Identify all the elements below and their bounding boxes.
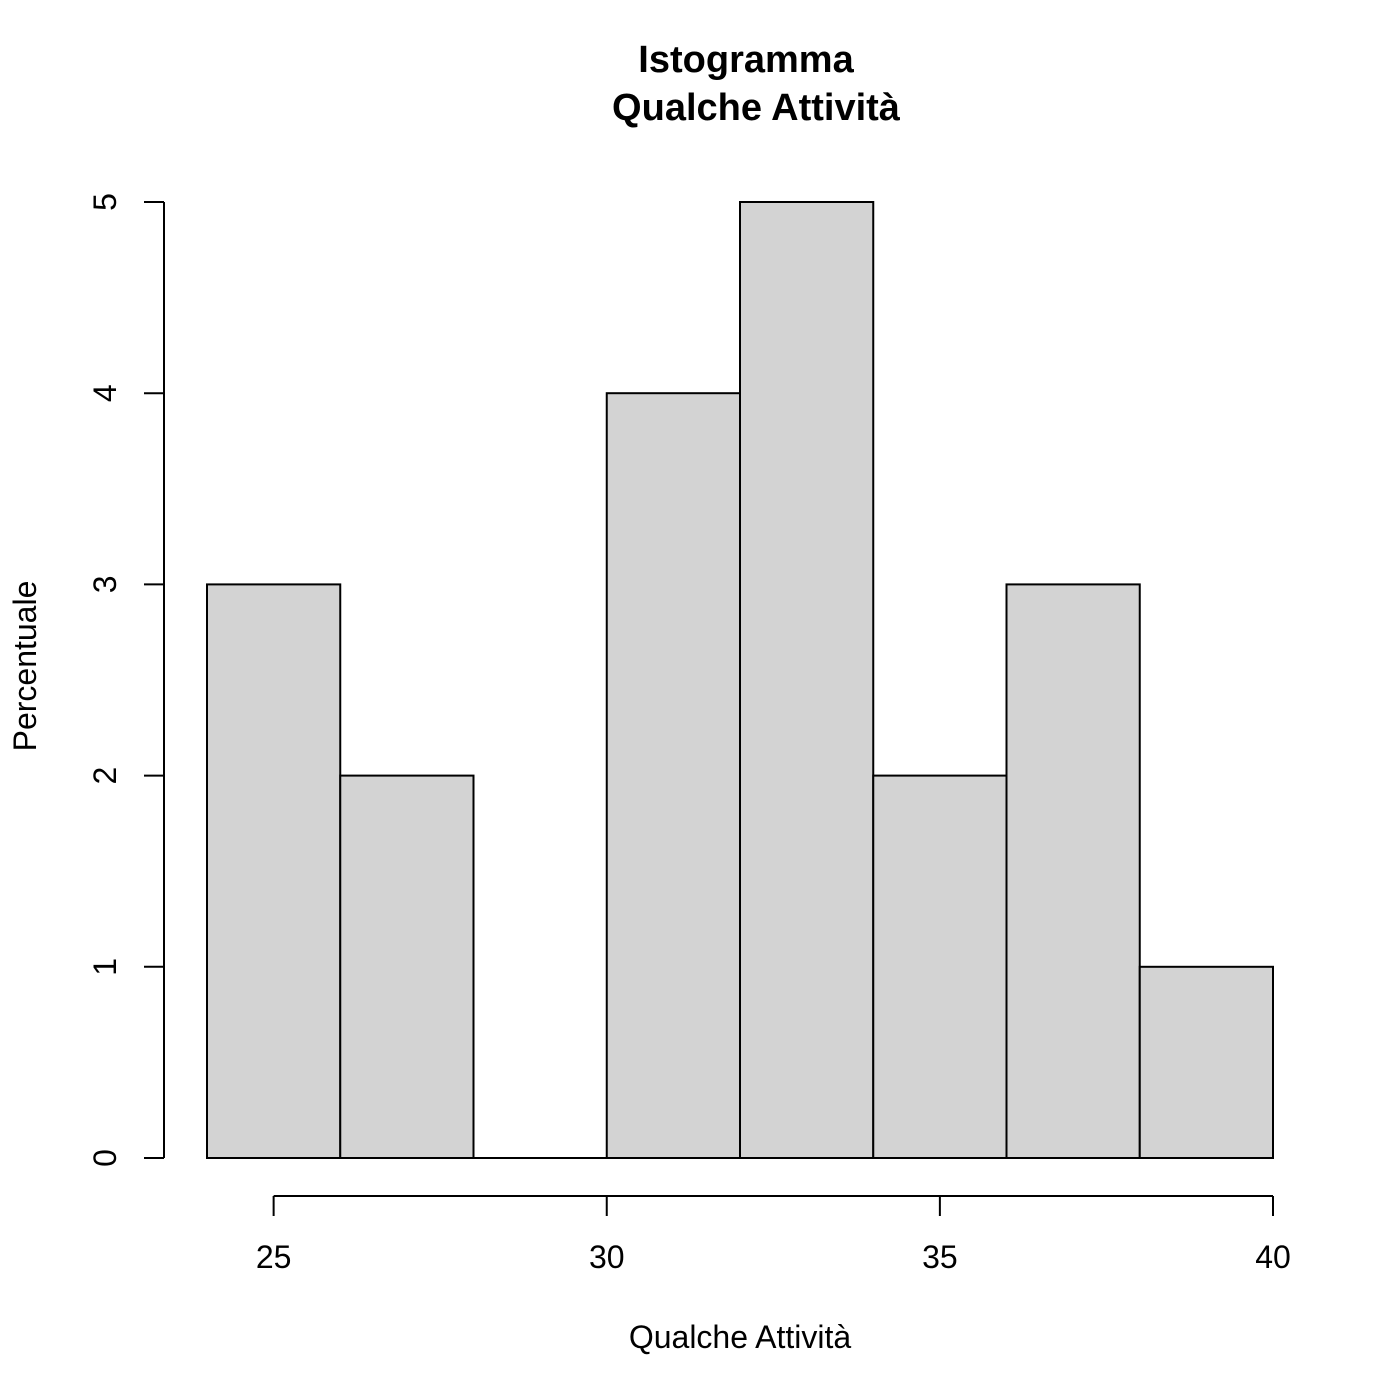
chart-title: Istogramma (638, 39, 854, 81)
bars-group (206, 201, 1274, 1159)
histogram-bar (739, 201, 875, 1159)
histogram-bar (1005, 583, 1141, 1159)
histogram-bar (605, 392, 741, 1159)
x-tick-label: 25 (256, 1239, 292, 1275)
y-tick-label: 1 (87, 958, 123, 976)
y-tick-label: 3 (87, 576, 123, 594)
histogram-bar (872, 774, 1008, 1159)
x-tick-label: 40 (1255, 1239, 1291, 1275)
histogram-bar (1138, 965, 1274, 1159)
y-tick-label: 5 (87, 193, 123, 211)
histogram-bar (339, 774, 475, 1159)
x-tick-label: 30 (589, 1239, 625, 1275)
y-tick-label: 0 (87, 1149, 123, 1167)
x-tick-label: 35 (922, 1239, 958, 1275)
y-axis: 0 1 2 3 4 5 (87, 193, 165, 1167)
histogram-bar (206, 583, 342, 1159)
x-axis-label: Qualche Attività (629, 1319, 852, 1355)
y-tick-label: 4 (87, 384, 123, 402)
y-axis-label: Percentuale (7, 581, 43, 752)
chart-subtitle: Qualche Attività (612, 87, 901, 129)
y-tick-label: 2 (87, 767, 123, 785)
x-axis: 25 30 35 40 (256, 1195, 1291, 1275)
